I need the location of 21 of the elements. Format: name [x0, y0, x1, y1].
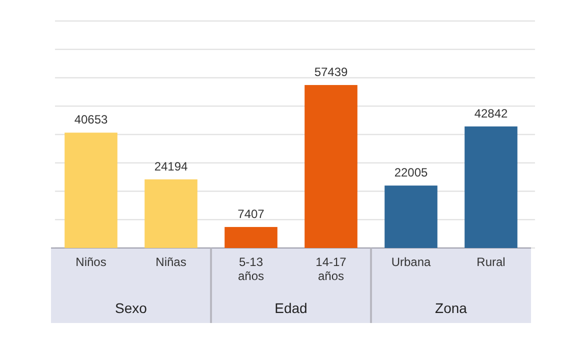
data-label: 57439 — [314, 65, 348, 80]
data-label: 22005 — [394, 166, 428, 180]
bar — [464, 126, 518, 248]
x-tick-label: 14-17 años — [316, 255, 347, 283]
data-label: 24194 — [154, 159, 188, 174]
text: Sexo — [115, 300, 148, 316]
bar — [144, 179, 198, 248]
data-label: 7407 — [238, 206, 265, 221]
bar — [304, 85, 358, 248]
text: Zona — [435, 300, 468, 316]
x-tick-label: Urbana — [391, 255, 432, 269]
bar — [64, 132, 118, 248]
bar — [384, 186, 438, 248]
data-label: 42842 — [474, 106, 508, 120]
x-tick-label: Rural — [476, 255, 506, 269]
text: Edad — [274, 300, 308, 316]
data-label: 40653 — [74, 112, 108, 127]
x-tick-label: Niños — [76, 255, 106, 269]
bar — [224, 226, 278, 248]
x-tick-label: 5-13 años — [238, 255, 264, 283]
x-tick-label: Niñas — [156, 255, 186, 269]
